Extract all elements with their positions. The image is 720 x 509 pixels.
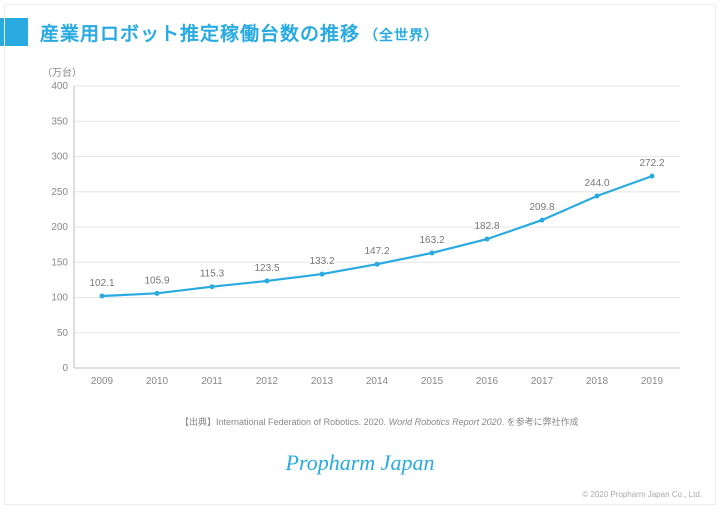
svg-text:115.3: 115.3 <box>200 269 225 280</box>
brand-logo-text: Propharm Japan <box>0 450 720 476</box>
svg-text:250: 250 <box>51 187 68 198</box>
svg-text:163.2: 163.2 <box>419 235 444 246</box>
svg-text:2015: 2015 <box>421 376 444 387</box>
svg-text:2010: 2010 <box>146 376 169 387</box>
svg-text:2018: 2018 <box>586 376 609 387</box>
svg-text:209.8: 209.8 <box>529 202 554 213</box>
svg-text:150: 150 <box>51 257 68 268</box>
svg-text:272.2: 272.2 <box>639 158 664 169</box>
svg-text:2019: 2019 <box>641 376 664 387</box>
line-chart: 0 50 100 150 200 250 300 350 400 102.1 105.9 115.3… <box>30 78 690 398</box>
markers <box>100 174 655 299</box>
copyright: © 2020 Propharm Japan Co., Ltd. <box>582 490 702 499</box>
x-ticks: 2009 2010 2011 2012 2013 2014 2015 2016 2017 2018… <box>91 376 664 387</box>
title-bar: 産業用ロボット推定稼働台数の推移（全世界） <box>0 0 720 46</box>
svg-text:133.2: 133.2 <box>309 256 334 267</box>
svg-text:0: 0 <box>62 363 68 374</box>
source-italic: World Robotics Report 2020 <box>389 417 502 427</box>
svg-text:102.1: 102.1 <box>89 278 114 289</box>
svg-text:123.5: 123.5 <box>254 263 279 274</box>
svg-text:100: 100 <box>51 293 68 304</box>
source-suffix: . を参考に弊社作成 <box>502 417 579 427</box>
title-main: 産業用ロボット推定稼働台数の推移 <box>40 24 360 45</box>
svg-text:2013: 2013 <box>311 376 334 387</box>
svg-text:2016: 2016 <box>476 376 499 387</box>
svg-text:400: 400 <box>51 81 68 92</box>
y-ticks: 0 50 100 150 200 250 300 350 400 <box>51 81 68 374</box>
svg-text:50: 50 <box>57 328 69 339</box>
svg-text:2011: 2011 <box>201 376 223 387</box>
svg-text:147.2: 147.2 <box>364 246 389 257</box>
value-labels: 102.1 105.9 115.3 123.5 133.2 147.2 163.2 182.8… <box>89 158 664 289</box>
series-line <box>102 176 652 296</box>
svg-text:2009: 2009 <box>91 376 114 387</box>
svg-text:300: 300 <box>51 152 68 163</box>
svg-text:350: 350 <box>51 116 68 127</box>
chart-svg: 0 50 100 150 200 250 300 350 400 102.1 105.9 115.3… <box>30 78 690 398</box>
y-axis-unit: （万台） <box>42 64 82 79</box>
svg-text:2012: 2012 <box>256 376 279 387</box>
source-prefix: 【出典】International Federation of Robotics… <box>180 417 389 427</box>
svg-text:105.9: 105.9 <box>144 275 169 286</box>
gridlines <box>74 86 680 368</box>
svg-text:200: 200 <box>51 222 68 233</box>
svg-text:2017: 2017 <box>531 376 554 387</box>
title-sub: （全世界） <box>364 27 439 43</box>
svg-text:2014: 2014 <box>366 376 389 387</box>
svg-text:244.0: 244.0 <box>584 178 609 189</box>
source-citation: 【出典】International Federation of Robotics… <box>180 415 579 428</box>
page-title: 産業用ロボット推定稼働台数の推移（全世界） <box>40 19 439 46</box>
svg-text:182.8: 182.8 <box>474 221 499 232</box>
title-accent-square <box>0 18 28 46</box>
